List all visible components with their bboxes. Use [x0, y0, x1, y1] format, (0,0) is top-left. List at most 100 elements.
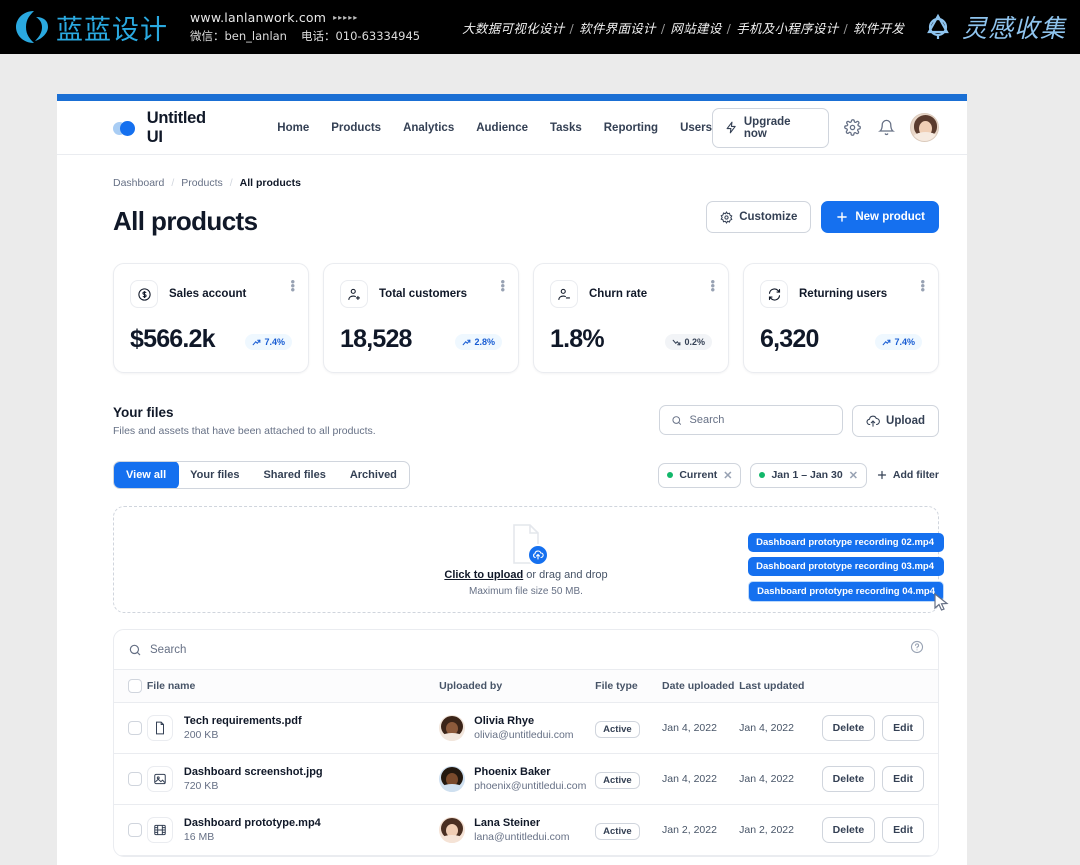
breadcrumb-separator: / — [171, 177, 175, 189]
file-icon — [146, 715, 173, 741]
plus-icon — [877, 470, 887, 480]
video-icon — [146, 817, 173, 843]
table-row[interactable]: Dashboard screenshot.jpg 720 KB — [114, 753, 938, 805]
drag-chip: Dashboard prototype recording 04.mp4 — [748, 581, 944, 602]
row-checkbox[interactable] — [128, 721, 142, 735]
filter-chip-current[interactable]: Current ✕ — [658, 462, 742, 488]
inspiration-mark-icon — [927, 13, 949, 39]
file-name-cell: Dashboard screenshot.jpg 720 KB — [146, 753, 440, 805]
row-select-cell — [114, 804, 147, 856]
nav-right-actions: Upgrade now — [712, 107, 940, 148]
avatar[interactable] — [910, 113, 940, 142]
select-all-checkbox[interactable] — [128, 679, 142, 693]
file-type-cell: Active — [595, 702, 663, 754]
table-row[interactable]: Tech requirements.pdf 200 KB — [114, 702, 938, 754]
user-plus-icon — [340, 280, 368, 308]
table-row[interactable]: Dashboard prototype.mp4 16 MB — [114, 804, 938, 856]
tab-archived[interactable]: Archived — [349, 469, 397, 481]
search-field[interactable] — [689, 414, 832, 426]
promo-website: www.lanlanwork.com — [190, 10, 327, 26]
help-circle-icon[interactable] — [910, 640, 924, 659]
status-dot-icon — [759, 472, 766, 478]
column-date-uploaded[interactable]: Date uploaded — [662, 670, 740, 703]
promo-services: 大数据可视化设计 / 软件界面设计 / 网站建设 / 手机及小程序设计 / 软件开发 — [462, 20, 905, 36]
last-updated-cell: Jan 4, 2022 — [739, 753, 822, 805]
upgrade-now-button[interactable]: Upgrade now — [712, 107, 829, 148]
drag-chip: Dashboard prototype recording 03.mp4 — [748, 557, 944, 576]
untitled-ui-logo-icon — [113, 120, 139, 136]
status-badge: Active — [595, 720, 640, 738]
delete-button[interactable]: Delete — [821, 766, 876, 792]
brand-name: Untitled UI — [146, 108, 206, 146]
page-content: Dashboard / Products / All products All … — [57, 155, 967, 857]
file-dropzone[interactable]: Click to upload or drag and drop Maximum… — [113, 506, 949, 613]
upload-button[interactable]: Upload — [852, 405, 939, 437]
edit-button[interactable]: Edit — [882, 766, 924, 792]
currency-dollar-circle-icon — [130, 280, 158, 308]
nav-item-users[interactable]: Users — [680, 121, 713, 134]
stat-label: Returning users — [799, 288, 888, 300]
service-1: 软件界面设计 — [579, 20, 656, 36]
new-product-button[interactable]: New product — [821, 201, 939, 233]
column-file-type[interactable]: File type — [595, 670, 663, 703]
lanlan-logo-icon — [16, 11, 48, 43]
uploaded-by-cell: Phoenix Baker phoenix@untitledui.com — [439, 753, 596, 805]
card-menu-button[interactable]: • • • — [290, 274, 295, 297]
files-tabs: View all Your files Shared files Archive… — [113, 461, 410, 489]
nav-item-analytics[interactable]: Analytics — [403, 121, 455, 134]
breadcrumb: Dashboard / Products / All products — [113, 177, 939, 189]
card-menu-button[interactable]: • • • — [710, 274, 715, 297]
search-input[interactable] — [659, 405, 844, 435]
gear-icon — [720, 210, 733, 224]
brand-logo[interactable]: Untitled UI — [113, 109, 225, 147]
card-menu-button[interactable]: • • • — [500, 274, 505, 297]
stat-card-sales-account: • • • Sales account $566.2k 7.4% — [113, 263, 309, 373]
delete-button[interactable]: Delete — [821, 817, 876, 843]
user-minus-icon — [550, 280, 578, 308]
nav-item-audience[interactable]: Audience — [476, 121, 528, 134]
delete-button[interactable]: Delete — [821, 715, 876, 741]
user-name: Phoenix Baker — [474, 766, 551, 778]
nav-item-products[interactable]: Products — [331, 121, 382, 134]
edit-button[interactable]: Edit — [882, 817, 924, 843]
breadcrumb-item-dashboard[interactable]: Dashboard — [113, 177, 165, 189]
stat-value: 6,320 — [760, 325, 819, 353]
column-uploaded-by[interactable]: Uploaded by — [439, 670, 596, 703]
nav-item-reporting[interactable]: Reporting — [603, 121, 659, 134]
column-last-updated[interactable]: Last updated — [739, 670, 822, 703]
trend-up-icon — [883, 339, 891, 345]
breadcrumb-item-products[interactable]: Products — [181, 177, 223, 189]
table-search-input[interactable]: Search — [128, 643, 186, 657]
customize-button[interactable]: Customize — [706, 201, 812, 233]
trend-up-icon — [253, 339, 261, 345]
card-menu-button[interactable]: • • • — [920, 274, 925, 297]
edit-button[interactable]: Edit — [882, 715, 924, 741]
column-actions — [821, 670, 938, 703]
row-checkbox[interactable] — [128, 772, 142, 786]
file-type-cell: Active — [595, 753, 663, 805]
close-icon[interactable]: ✕ — [848, 469, 858, 482]
nav-item-home[interactable]: Home — [277, 121, 310, 134]
lightning-icon — [726, 121, 736, 134]
column-file-name[interactable]: File name — [146, 670, 440, 703]
close-icon[interactable]: ✕ — [723, 469, 733, 482]
user-email: lana@untitledui.com — [474, 831, 570, 843]
row-select-cell — [114, 702, 147, 754]
tab-shared-files[interactable]: Shared files — [263, 469, 326, 481]
tab-your-files[interactable]: Your files — [190, 469, 240, 481]
file-upload-icon — [508, 523, 549, 566]
row-checkbox[interactable] — [128, 823, 142, 837]
file-size: 200 KB — [183, 729, 219, 741]
filter-chip-date-range[interactable]: Jan 1 – Jan 30 ✕ — [750, 462, 867, 488]
add-filter-button[interactable]: Add filter — [876, 469, 939, 481]
files-tools: Upload — [659, 405, 939, 437]
your-files-header: Your files Files and assets that have be… — [113, 405, 939, 437]
gear-icon[interactable] — [843, 118, 863, 138]
new-product-label: New product — [855, 211, 925, 223]
bell-icon[interactable] — [877, 118, 897, 138]
click-to-upload-link[interactable]: Click to upload — [444, 568, 524, 581]
tab-view-all[interactable]: View all — [113, 462, 180, 488]
upgrade-now-label: Upgrade now — [743, 115, 791, 140]
nav-item-tasks[interactable]: Tasks — [549, 121, 582, 134]
dropzone-max-size: Maximum file size 50 MB. — [469, 585, 583, 597]
